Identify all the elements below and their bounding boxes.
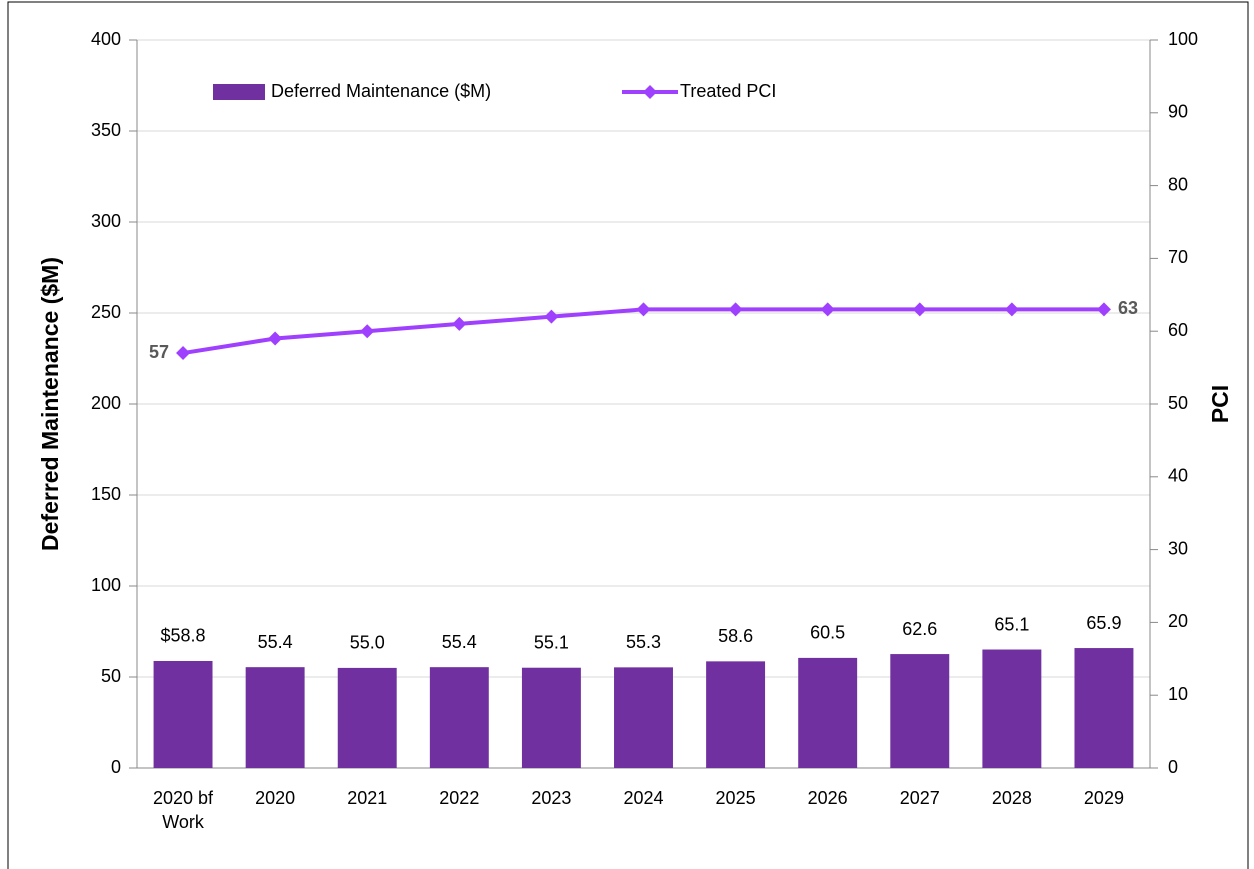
x-tick-label: 2026 bbox=[807, 788, 848, 808]
bar bbox=[982, 649, 1042, 768]
marker bbox=[820, 302, 835, 317]
data-label: 62.6 bbox=[902, 619, 937, 639]
y-tick-label: 100 bbox=[91, 575, 121, 595]
legend-label: Deferred Maintenance ($M) bbox=[271, 81, 491, 101]
x-tick-label: 2028 bbox=[991, 788, 1032, 808]
y-tick-label: 0 bbox=[111, 757, 121, 777]
marker bbox=[544, 309, 559, 324]
bar bbox=[798, 657, 858, 768]
y2-tick-label: 10 bbox=[1168, 684, 1188, 704]
marker bbox=[360, 324, 375, 339]
marker bbox=[636, 302, 651, 317]
y2-tick-label: 90 bbox=[1168, 102, 1188, 122]
bar bbox=[890, 654, 950, 768]
data-label: 60.5 bbox=[810, 623, 845, 643]
data-label: 55.3 bbox=[626, 632, 661, 652]
x-tick-label: 2027 bbox=[899, 788, 940, 808]
y2-tick-label: 60 bbox=[1168, 320, 1188, 340]
data-label: 55.0 bbox=[350, 633, 385, 653]
x-tick-label: 2022 bbox=[439, 788, 480, 808]
y-tick-label: 350 bbox=[91, 120, 121, 140]
y2-tick-label: 50 bbox=[1168, 393, 1188, 413]
frame bbox=[7, 1, 1249, 869]
data-label: 55.4 bbox=[442, 632, 477, 652]
x-tick-label: 2020 bf Work bbox=[153, 788, 214, 832]
y2-tick-label: 0 bbox=[1168, 757, 1178, 777]
y2-tick-label: 40 bbox=[1168, 466, 1188, 486]
marker bbox=[268, 331, 283, 346]
marker bbox=[1004, 302, 1019, 317]
data-label: 55.4 bbox=[258, 632, 293, 652]
y2-tick-label: 70 bbox=[1168, 247, 1188, 267]
data-label: 57 bbox=[149, 342, 169, 362]
y-tick-label: 50 bbox=[101, 666, 121, 686]
bar bbox=[521, 667, 581, 768]
data-label: 65.1 bbox=[994, 614, 1029, 634]
legend-marker bbox=[643, 85, 657, 99]
data-label: 58.6 bbox=[718, 626, 753, 646]
y2-tick-label: 80 bbox=[1168, 174, 1188, 194]
bar bbox=[153, 660, 213, 768]
bar bbox=[429, 667, 489, 768]
y-tick-label: 250 bbox=[91, 302, 121, 322]
legend-swatch bbox=[213, 84, 265, 100]
y-tick-label: 150 bbox=[91, 484, 121, 504]
legend-label: Treated PCI bbox=[680, 81, 776, 101]
data-label: 63 bbox=[1118, 298, 1138, 318]
data-label: $58.8 bbox=[161, 626, 206, 646]
marker bbox=[1096, 302, 1111, 317]
x-tick-label: 2025 bbox=[715, 788, 756, 808]
bar bbox=[337, 667, 397, 768]
x-tick-label: 2024 bbox=[623, 788, 664, 808]
marker bbox=[728, 302, 743, 317]
y-axis-title: Deferred Maintenance ($M) bbox=[37, 257, 63, 551]
y-tick-label: 300 bbox=[91, 211, 121, 231]
x-tick-label: 2029 bbox=[1083, 788, 1124, 808]
y2-tick-label: 100 bbox=[1168, 29, 1198, 49]
data-label: 55.1 bbox=[534, 632, 569, 652]
bar bbox=[245, 667, 305, 768]
y2-tick-label: 30 bbox=[1168, 538, 1188, 558]
marker bbox=[176, 346, 191, 361]
bar bbox=[1074, 648, 1134, 768]
y2-axis-title: PCI bbox=[1207, 385, 1233, 423]
y-tick-label: 400 bbox=[91, 29, 121, 49]
marker bbox=[912, 302, 927, 317]
bar bbox=[614, 667, 673, 768]
x-tick-label: 2020 bbox=[255, 788, 296, 808]
y-tick-label: 200 bbox=[91, 393, 121, 413]
x-tick-label: 2023 bbox=[531, 788, 572, 808]
bar bbox=[706, 661, 766, 768]
y2-tick-label: 20 bbox=[1168, 611, 1188, 631]
marker bbox=[452, 316, 467, 331]
x-tick-label: 2021 bbox=[347, 788, 388, 808]
data-label: 65.9 bbox=[1086, 613, 1121, 633]
